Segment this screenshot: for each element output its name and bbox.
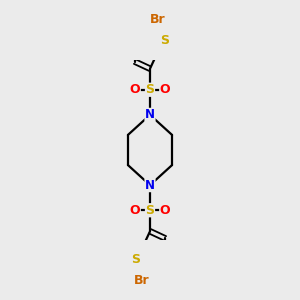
Text: O: O (160, 204, 170, 217)
Text: Br: Br (150, 13, 166, 26)
Text: Br: Br (134, 274, 150, 287)
Text: N: N (145, 108, 155, 122)
Text: S: S (131, 253, 140, 266)
Text: O: O (130, 204, 140, 217)
Text: S: S (160, 34, 169, 47)
Text: S: S (146, 204, 154, 217)
Text: O: O (130, 83, 140, 96)
Text: S: S (146, 83, 154, 96)
Text: N: N (145, 178, 155, 192)
Text: O: O (160, 83, 170, 96)
